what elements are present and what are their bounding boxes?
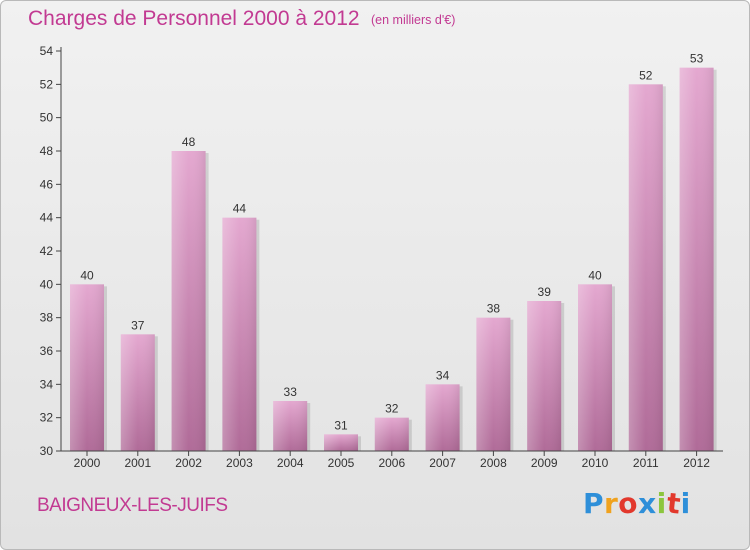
x-tick-label: 2011 — [633, 456, 659, 470]
data-label: 34 — [436, 368, 450, 382]
data-label: 53 — [690, 52, 704, 66]
y-tick-label: 30 — [40, 444, 54, 458]
y-tick-label: 50 — [40, 111, 54, 125]
y-tick-label: 42 — [40, 244, 54, 258]
x-tick-label: 2009 — [531, 456, 558, 470]
proxiti-logo: Proxiti — [583, 485, 691, 522]
bar-highlight — [679, 67, 714, 452]
y-tick-label: 52 — [40, 77, 54, 91]
bar-highlight — [628, 84, 663, 451]
y-tick-label: 32 — [40, 411, 54, 425]
bar-highlight — [476, 317, 511, 451]
data-label: 32 — [385, 402, 399, 416]
data-label: 40 — [588, 268, 602, 282]
logo-letter: i — [656, 487, 667, 520]
x-tick-label: 2001 — [124, 456, 151, 470]
data-label: 38 — [487, 302, 501, 316]
commune-name: BAIGNEUX-LES-JUIFS — [37, 495, 228, 516]
data-label: 33 — [284, 385, 298, 399]
bar-highlight — [374, 417, 409, 451]
chart-title: Charges de Personnel 2000 à 2012 — [28, 7, 360, 30]
logo-letter: P — [583, 487, 605, 520]
x-tick-label: 2012 — [683, 456, 710, 470]
bar-highlight — [222, 217, 257, 451]
data-label: 40 — [80, 268, 94, 282]
x-tick-label: 2010 — [582, 456, 609, 470]
y-tick-label: 34 — [40, 377, 54, 391]
chart-subtitle: (en milliers d'€) — [371, 13, 456, 27]
y-tick-label: 44 — [40, 211, 54, 225]
bar-highlight — [527, 301, 562, 451]
data-label: 37 — [131, 318, 145, 332]
logo-letter: o — [616, 485, 641, 522]
x-tick-label: 2003 — [226, 456, 253, 470]
bar-highlight — [171, 151, 206, 451]
bar-highlight — [120, 334, 155, 451]
x-tick-label: 2005 — [328, 456, 355, 470]
x-tick-label: 2008 — [480, 456, 507, 470]
x-tick-label: 2006 — [378, 456, 405, 470]
bar-highlight — [324, 434, 358, 451]
y-tick-label: 40 — [40, 277, 54, 291]
data-label: 48 — [182, 135, 196, 149]
x-tick-label: 2007 — [429, 456, 456, 470]
logo-letter: i — [680, 487, 691, 520]
bar-highlight — [578, 284, 612, 451]
y-tick-label: 46 — [40, 177, 54, 191]
y-tick-label: 48 — [40, 144, 54, 158]
bar-highlight — [273, 401, 308, 451]
x-tick-label: 2000 — [74, 456, 101, 470]
y-tick-label: 38 — [40, 311, 54, 325]
data-label: 44 — [233, 202, 247, 216]
x-tick-label: 2002 — [175, 456, 202, 470]
data-label: 31 — [334, 418, 348, 432]
y-tick-label: 54 — [40, 44, 54, 58]
bar-highlight — [70, 284, 104, 451]
logo-letter: r — [604, 487, 619, 520]
bar-highlight — [425, 384, 460, 451]
data-label: 52 — [639, 68, 653, 82]
data-label: 39 — [538, 285, 552, 299]
x-tick-label: 2004 — [277, 456, 304, 470]
logo-letter: x — [638, 487, 657, 520]
y-tick-label: 36 — [40, 344, 54, 358]
